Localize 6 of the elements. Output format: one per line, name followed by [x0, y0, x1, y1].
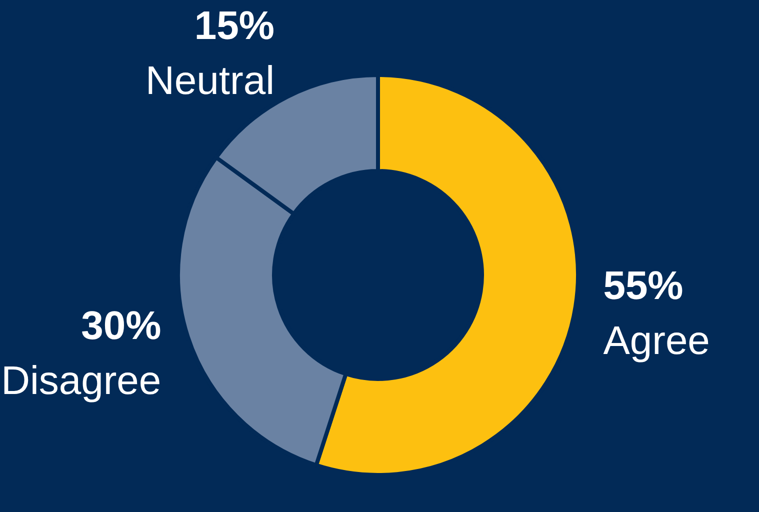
data-label: 15% [194, 4, 274, 48]
data-label: 30% [81, 304, 162, 348]
slice-label: Agree [603, 319, 710, 364]
slice-label: Disagree [1, 358, 162, 403]
slice-label: Neutral [146, 59, 274, 104]
data-label: 55% [603, 264, 684, 308]
